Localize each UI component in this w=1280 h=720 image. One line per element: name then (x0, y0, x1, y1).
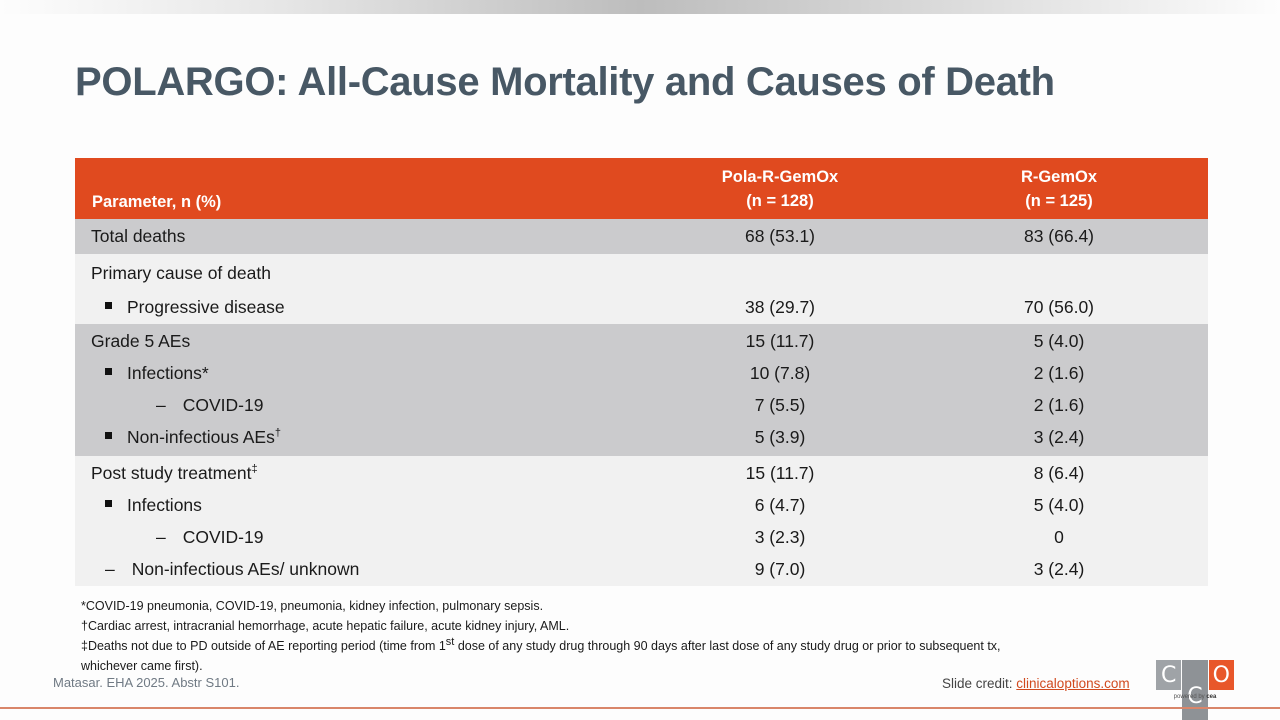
value-pola-r-gemox: 38 (29.7) (744, 296, 816, 317)
row-label: Non-infectious AEs/ unknown (131, 558, 360, 579)
value-r-gemox: 70 (56.0) (1023, 296, 1095, 317)
table-row: Grade 5 AEs 15 (11.7) 5 (4.0) (75, 325, 1208, 357)
footnote-mark: ‡ (251, 462, 258, 475)
ordinal-suffix: st (445, 635, 455, 648)
value-pola-r-gemox: 10 (7.8) (749, 362, 811, 383)
header-parameter: Parameter, n (%) (92, 193, 222, 211)
row-label: COVID-19 (182, 526, 264, 547)
row-label: Progressive disease (127, 296, 285, 317)
square-bullet-icon (105, 432, 112, 440)
table-row: Post study treatment‡ 15 (11.7) 8 (6.4) (75, 457, 1208, 489)
slide-credit: Slide credit: clinicaloptions.com (942, 676, 1130, 691)
top-gradient-band (0, 0, 1280, 14)
footnote-noninfectious: †Cardiac arrest, intracranial hemorrhage… (81, 619, 570, 633)
cea-brand: cea (1206, 694, 1217, 700)
value-pola-r-gemox: 7 (5.5) (754, 394, 806, 415)
logo-letter-c2: C (1182, 660, 1208, 720)
arm-a-n: (n = 128) (746, 191, 814, 210)
table-row: – COVID-19 7 (5.5) 2 (1.6) (75, 389, 1208, 421)
value-r-gemox: 0 (1054, 526, 1064, 547)
table-row: Infections* 10 (7.8) 2 (1.6) (75, 357, 1208, 389)
row-label: Post study treatment (91, 462, 252, 483)
mortality-table: Parameter, n (%) Pola-R-GemOx (n = 128) … (75, 158, 1208, 586)
value-r-gemox: 3 (2.4) (1033, 558, 1085, 579)
header-arm-pola-r-gemox: Pola-R-GemOx (n = 128) (650, 158, 910, 219)
value-r-gemox: 5 (4.0) (1033, 330, 1085, 351)
table-row: Infections 6 (4.7) 5 (4.0) (75, 489, 1208, 521)
value-r-gemox: 2 (1.6) (1033, 394, 1085, 415)
row-label: Infections (127, 494, 202, 515)
table-row: Total deaths 68 (53.1) 83 (66.4) (75, 219, 1208, 254)
citation: Matasar. EHA 2025. Abstr S101. (53, 675, 240, 690)
value-pola-r-gemox: 3 (2.3) (754, 526, 806, 547)
footnote-post-study-text: ‡Deaths not due to PD outside of AE repo… (81, 639, 446, 653)
row-label: Primary cause of death (91, 262, 271, 283)
value-pola-r-gemox: 15 (11.7) (745, 330, 815, 351)
table-row: – COVID-19 3 (2.3) 0 (75, 521, 1208, 553)
group-grade5-aes: Grade 5 AEs 15 (11.7) 5 (4.0) Infections… (75, 324, 1208, 456)
row-label: Grade 5 AEs (91, 330, 191, 351)
cco-logo: C C O powered by cea (1156, 660, 1234, 720)
footnote-post-study-text-cont: dose of any study drug through 90 days a… (81, 639, 1001, 673)
row-label: Non-infectious AEs (127, 426, 275, 447)
value-pola-r-gemox: 68 (53.1) (744, 226, 816, 246)
credit-link[interactable]: clinicaloptions.com (1016, 676, 1130, 691)
value-r-gemox: 3 (2.4) (1033, 426, 1085, 447)
footnote-mark: † (274, 426, 281, 439)
logo-powered-by: powered by cea (1156, 694, 1234, 700)
value-pola-r-gemox: 15 (11.7) (745, 462, 815, 483)
table-row: Progressive disease 38 (29.7) 70 (56.0) (75, 290, 1208, 324)
arm-b-name: R-GemOx (1020, 167, 1098, 186)
row-label: COVID-19 (182, 394, 264, 415)
value-r-gemox: 8 (6.4) (1033, 462, 1085, 483)
bottom-divider (0, 707, 1280, 709)
dash-bullet-icon: – (156, 394, 166, 415)
slide-title: POLARGO: All-Cause Mortality and Causes … (75, 60, 1055, 104)
logo-letter-o: O (1208, 660, 1234, 690)
group-primary-cause: Primary cause of death Progressive disea… (75, 254, 1208, 324)
value-r-gemox: 2 (1.6) (1033, 362, 1085, 383)
table-row: Primary cause of death (75, 256, 1208, 290)
powered-by-text: powered by (1173, 694, 1207, 700)
value-pola-r-gemox: 6 (4.7) (754, 494, 806, 515)
row-label: Total deaths (91, 226, 186, 246)
square-bullet-icon (105, 500, 112, 508)
dash-bullet-icon: – (105, 558, 115, 579)
dash-bullet-icon: – (156, 526, 166, 547)
group-total-deaths: Total deaths 68 (53.1) 83 (66.4) (75, 219, 1208, 254)
table-header: Parameter, n (%) Pola-R-GemOx (n = 128) … (75, 158, 1208, 219)
value-pola-r-gemox: 5 (3.9) (754, 426, 806, 447)
arm-a-name: Pola-R-GemOx (721, 167, 839, 186)
table-row: – Non-infectious AEs/ unknown 9 (7.0) 3 (… (75, 553, 1208, 585)
credit-label: Slide credit: (942, 676, 1017, 691)
arm-b-n: (n = 125) (1025, 191, 1093, 210)
group-post-study-treatment: Post study treatment‡ 15 (11.7) 8 (6.4) … (75, 456, 1208, 586)
footnotes: *COVID-19 pneumonia, COVID-19, pneumonia… (81, 596, 1041, 676)
footnote-infections: *COVID-19 pneumonia, COVID-19, pneumonia… (81, 599, 544, 613)
value-r-gemox: 83 (66.4) (1023, 226, 1095, 246)
square-bullet-icon (105, 368, 112, 376)
row-label: Infections* (127, 362, 209, 383)
table-row: Non-infectious AEs† 5 (3.9) 3 (2.4) (75, 421, 1208, 453)
square-bullet-icon (105, 302, 112, 310)
header-arm-r-gemox: R-GemOx (n = 125) (910, 158, 1208, 219)
value-pola-r-gemox: 9 (7.0) (754, 558, 806, 579)
footnote-post-study: ‡Deaths not due to PD outside of AE repo… (81, 636, 1041, 676)
value-r-gemox: 5 (4.0) (1033, 494, 1085, 515)
logo-letter-c1: C (1156, 660, 1182, 690)
